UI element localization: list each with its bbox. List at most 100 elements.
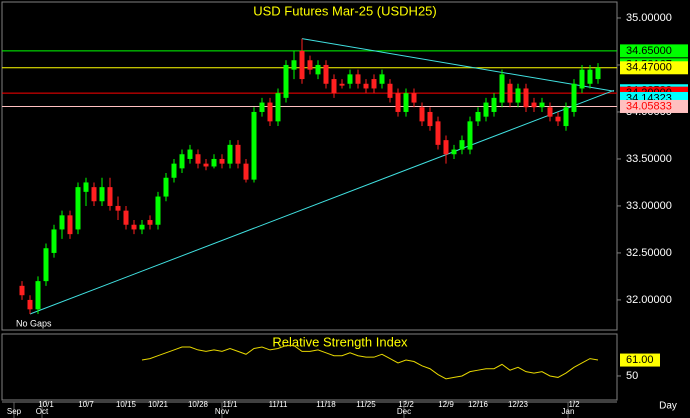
candle-body: [67, 215, 73, 235]
candle-body: [363, 83, 369, 89]
candle-body: [419, 107, 425, 122]
level-label: 34.47000: [626, 62, 672, 74]
candle-body: [539, 102, 545, 108]
candle-body: [499, 74, 505, 103]
price-panel: [1, 1, 618, 331]
rsi-title: Relative Strength Index: [272, 334, 408, 349]
candle-body: [555, 116, 561, 122]
candle-body: [107, 187, 113, 206]
candle-body: [459, 140, 465, 150]
candle-body: [171, 163, 177, 178]
candle-body: [307, 60, 313, 70]
candle-body: [19, 285, 25, 296]
rsi-line: [141, 345, 599, 380]
candle-body: [91, 187, 97, 202]
x-tick-label: 12/16: [468, 400, 489, 409]
candle-body: [123, 210, 129, 225]
candle-body: [323, 64, 329, 84]
month-label: Sep: [7, 407, 22, 416]
x-tick-label: 11/18: [316, 400, 336, 409]
note: No Gaps: [16, 318, 52, 328]
candle-body: [547, 107, 553, 117]
x-tick-label: 12/23: [508, 400, 529, 409]
candle-body: [211, 158, 217, 167]
x-tick-label: 12/2: [398, 400, 414, 409]
candle-body: [507, 83, 513, 103]
candle-body: [523, 88, 529, 108]
candle-body: [283, 64, 289, 98]
candle-body: [51, 229, 57, 253]
x-tick-label: 10/21: [148, 400, 169, 409]
x-tick-label: 10/1: [38, 400, 54, 409]
candle-body: [251, 111, 257, 180]
candle-body: [299, 50, 305, 80]
candle-body: [467, 121, 473, 150]
candle-body: [75, 187, 81, 230]
y-tick-label: 32.50000: [626, 247, 672, 259]
candle-body: [203, 163, 209, 167]
candle-body: [595, 67, 601, 80]
trendline: [29, 89, 615, 315]
candle-body: [531, 102, 537, 108]
candle-body: [435, 121, 441, 145]
candle-body: [155, 196, 161, 225]
x-tick-label: 11/11: [269, 400, 288, 409]
candle-body: [187, 149, 193, 159]
candle-body: [147, 220, 153, 225]
candle-body: [83, 182, 89, 192]
candle-body: [163, 177, 169, 197]
candle-body: [563, 107, 569, 127]
candle-body: [331, 79, 337, 94]
candle-body: [99, 187, 105, 202]
candle-body: [411, 93, 417, 103]
candle-body: [235, 144, 241, 164]
month-label: Dec: [397, 407, 411, 416]
candle-body: [451, 149, 457, 155]
rsi-tick-label: 50: [626, 370, 638, 382]
y-tick-label: 32.00000: [626, 294, 672, 306]
candle-body: [491, 97, 497, 112]
chart-title: USD Futures Mar-25 (USDH25): [253, 3, 437, 18]
level-box: [620, 61, 688, 75]
candle-body: [35, 281, 41, 310]
candle-body: [179, 154, 185, 169]
candle-body: [139, 224, 145, 230]
candle-body: [291, 60, 297, 70]
y-tick-label: 33.50000: [626, 153, 672, 165]
month-label: Oct: [36, 407, 49, 416]
level-label: 34.65000: [626, 45, 672, 57]
candle-body: [387, 83, 393, 98]
candle-body: [227, 144, 233, 164]
x-tick-label: 11/25: [356, 400, 376, 409]
level-box: [620, 44, 688, 58]
x-tick-label: 10/28: [188, 400, 209, 409]
level-box: [620, 99, 688, 113]
rsi-panel: [1, 333, 618, 401]
candle-body: [443, 140, 449, 155]
x-tick-label: 10/15: [116, 400, 137, 409]
rsi-last-label: 61.00: [626, 354, 654, 366]
candle-body: [587, 69, 593, 84]
candle-body: [347, 74, 353, 84]
candle-body: [131, 224, 137, 230]
candle-body: [267, 102, 273, 122]
y-tick-label: 35.00000: [626, 12, 672, 24]
rsi-last-box: [620, 353, 660, 367]
candle-body: [579, 69, 585, 89]
candle-body: [427, 111, 433, 127]
y-tick-label: 33.00000: [626, 200, 672, 212]
candle-body: [395, 93, 401, 112]
x-tick-label: 12/9: [438, 400, 454, 409]
candle-body: [483, 102, 489, 117]
candle-body: [571, 83, 577, 112]
candle-body: [355, 74, 361, 84]
month-label: Jan: [562, 407, 575, 416]
candle-body: [275, 93, 281, 122]
candle-body: [115, 205, 121, 211]
candle-body: [339, 83, 345, 86]
candle-body: [371, 79, 377, 89]
candle-body: [43, 248, 49, 282]
